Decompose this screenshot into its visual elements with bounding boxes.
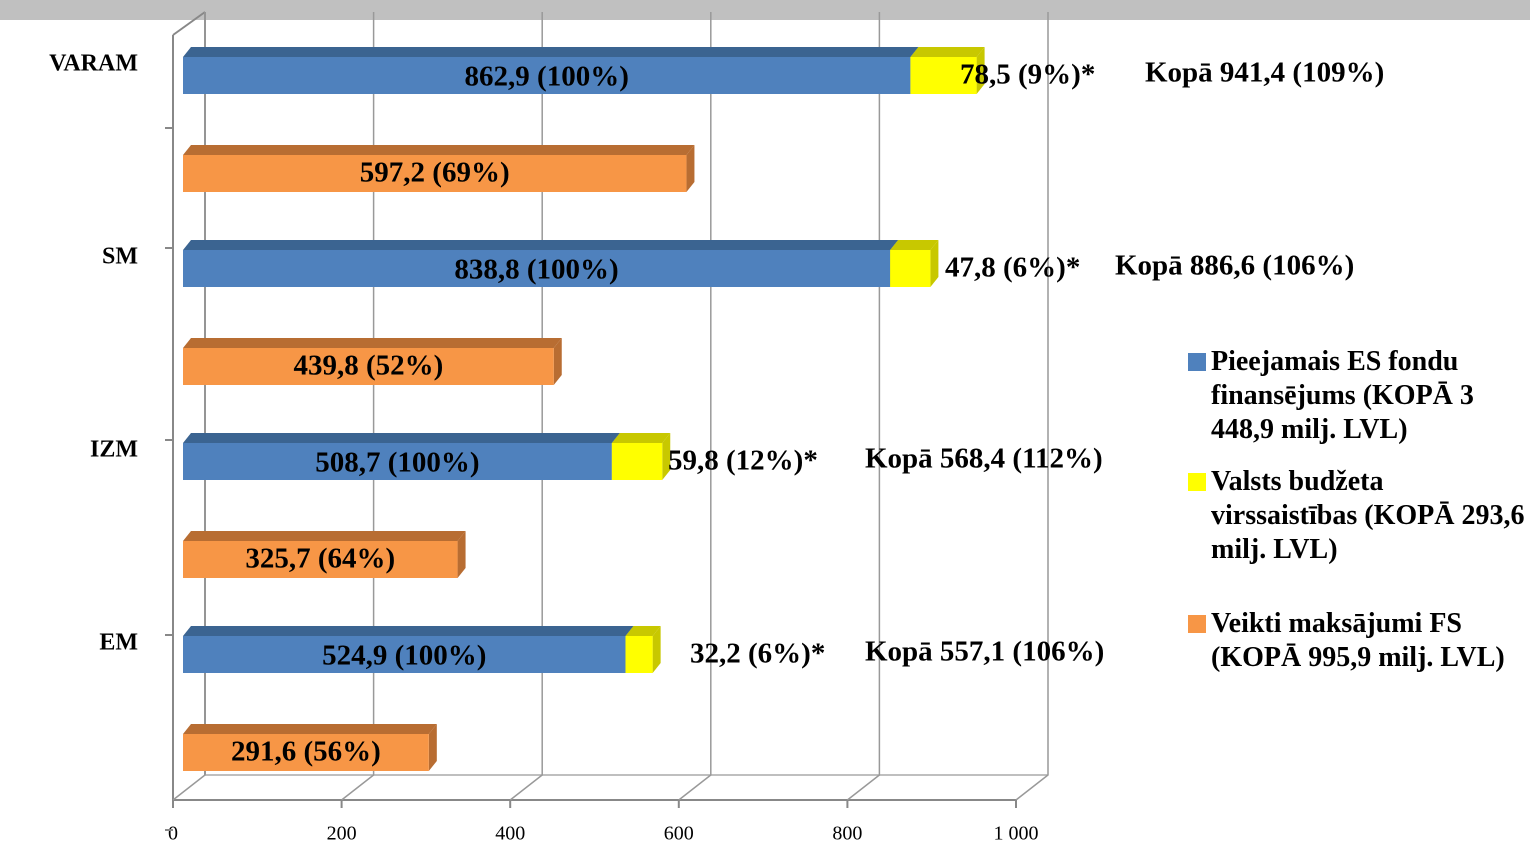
bar-front <box>183 155 687 192</box>
bar-front <box>625 636 653 673</box>
data-label: 439,8 (52%) <box>293 350 443 382</box>
bar <box>183 240 899 287</box>
legend-swatch <box>1188 353 1206 371</box>
bar-front <box>611 443 663 480</box>
bar-front <box>183 636 626 673</box>
bar-top <box>183 47 919 57</box>
bar-top <box>625 626 661 636</box>
bar-top <box>183 724 437 734</box>
y-tick-label: SM <box>102 244 138 270</box>
bar <box>890 240 939 287</box>
bar-top <box>910 47 985 57</box>
bar-top <box>183 626 634 636</box>
grid-line <box>678 12 712 801</box>
grid-line <box>1015 12 1049 801</box>
bar-front <box>183 734 429 771</box>
x-tick-label: 600 <box>664 823 694 845</box>
data-label: 47,8 (6%)* <box>945 252 1080 284</box>
bar <box>611 433 671 480</box>
grid-line <box>509 12 543 801</box>
legend-item: Pieejamais ES fondu finansējums (KOPĀ 3 … <box>1188 345 1528 447</box>
bar-side <box>553 338 562 385</box>
data-label: 325,7 (64%) <box>245 543 395 575</box>
bar-front <box>890 250 931 287</box>
data-label: 862,9 (100%) <box>465 61 629 93</box>
bar-top <box>183 433 620 443</box>
x-tick-label: 1 000 <box>994 823 1039 845</box>
grid-line <box>846 12 881 801</box>
left-wall-top <box>172 11 206 36</box>
x-tick-label: 800 <box>832 823 862 845</box>
bar-front <box>183 57 911 94</box>
bar-side <box>428 724 437 771</box>
legend-swatch <box>1188 473 1206 491</box>
bar <box>183 145 695 192</box>
legend-label: Veikti maksājumi FS (KOPĀ 995,9 milj. LV… <box>1211 608 1505 673</box>
legend: Pieejamais ES fondu finansējums (KOPĀ 3 … <box>1188 345 1528 693</box>
bar-top <box>890 240 939 250</box>
bar-top <box>183 531 466 541</box>
legend-label: Valsts budžeta virssaistības (KOPĀ 293,6… <box>1211 466 1525 565</box>
bar <box>183 531 466 578</box>
data-label: 508,7 (100%) <box>315 447 479 479</box>
bar-side <box>930 240 939 287</box>
data-label: 597,2 (69%) <box>360 157 510 189</box>
legend-item: Valsts budžeta virssaistības (KOPĀ 293,6… <box>1188 465 1528 567</box>
x-tick-label: 0 <box>168 823 178 845</box>
grid-line <box>341 12 375 801</box>
annotation: Kopā 568,4 (112%) <box>865 443 1103 475</box>
y-tick-label: VARAM <box>49 51 138 77</box>
bar-side <box>686 145 695 192</box>
bar <box>910 47 985 94</box>
bar-side <box>457 531 466 578</box>
bar-side <box>662 433 671 480</box>
bar <box>183 338 562 385</box>
bar <box>625 626 661 673</box>
data-label: 78,5 (9%)* <box>960 59 1095 91</box>
x-tick-label: 200 <box>327 823 357 845</box>
bar-front <box>183 541 458 578</box>
annotation: Kopā 886,6 (106%) <box>1115 250 1354 282</box>
data-label: 59,8 (12%)* <box>668 445 818 477</box>
top-band <box>0 0 1530 20</box>
bar <box>183 626 634 673</box>
bar-front <box>910 57 977 94</box>
grid-line <box>172 12 206 801</box>
y-tick-label: EM <box>99 630 138 656</box>
bar <box>183 433 620 480</box>
y-tick-label: IZM <box>90 437 138 463</box>
data-label: 291,6 (56%) <box>231 736 381 768</box>
data-label: 838,8 (100%) <box>454 254 618 286</box>
bar-front <box>183 250 891 287</box>
data-label: 32,2 (6%)* <box>690 638 825 670</box>
bar <box>183 724 437 771</box>
bar-front <box>183 348 554 385</box>
legend-item: Veikti maksājumi FS (KOPĀ 995,9 milj. LV… <box>1188 607 1528 675</box>
bar-top <box>183 240 899 250</box>
bar-side <box>652 626 661 673</box>
legend-swatch <box>1188 615 1206 633</box>
bar-top <box>611 433 671 443</box>
bar-top <box>183 338 562 348</box>
bar-front <box>183 443 612 480</box>
data-label: 524,9 (100%) <box>322 640 486 672</box>
legend-label: Pieejamais ES fondu finansējums (KOPĀ 3 … <box>1211 346 1474 445</box>
annotation: Kopā 557,1 (106%) <box>865 636 1104 668</box>
x-tick-label: 400 <box>495 823 525 845</box>
bar-top <box>183 145 695 155</box>
bar-side <box>976 47 985 94</box>
annotation: Kopā 941,4 (109%) <box>1145 57 1384 89</box>
